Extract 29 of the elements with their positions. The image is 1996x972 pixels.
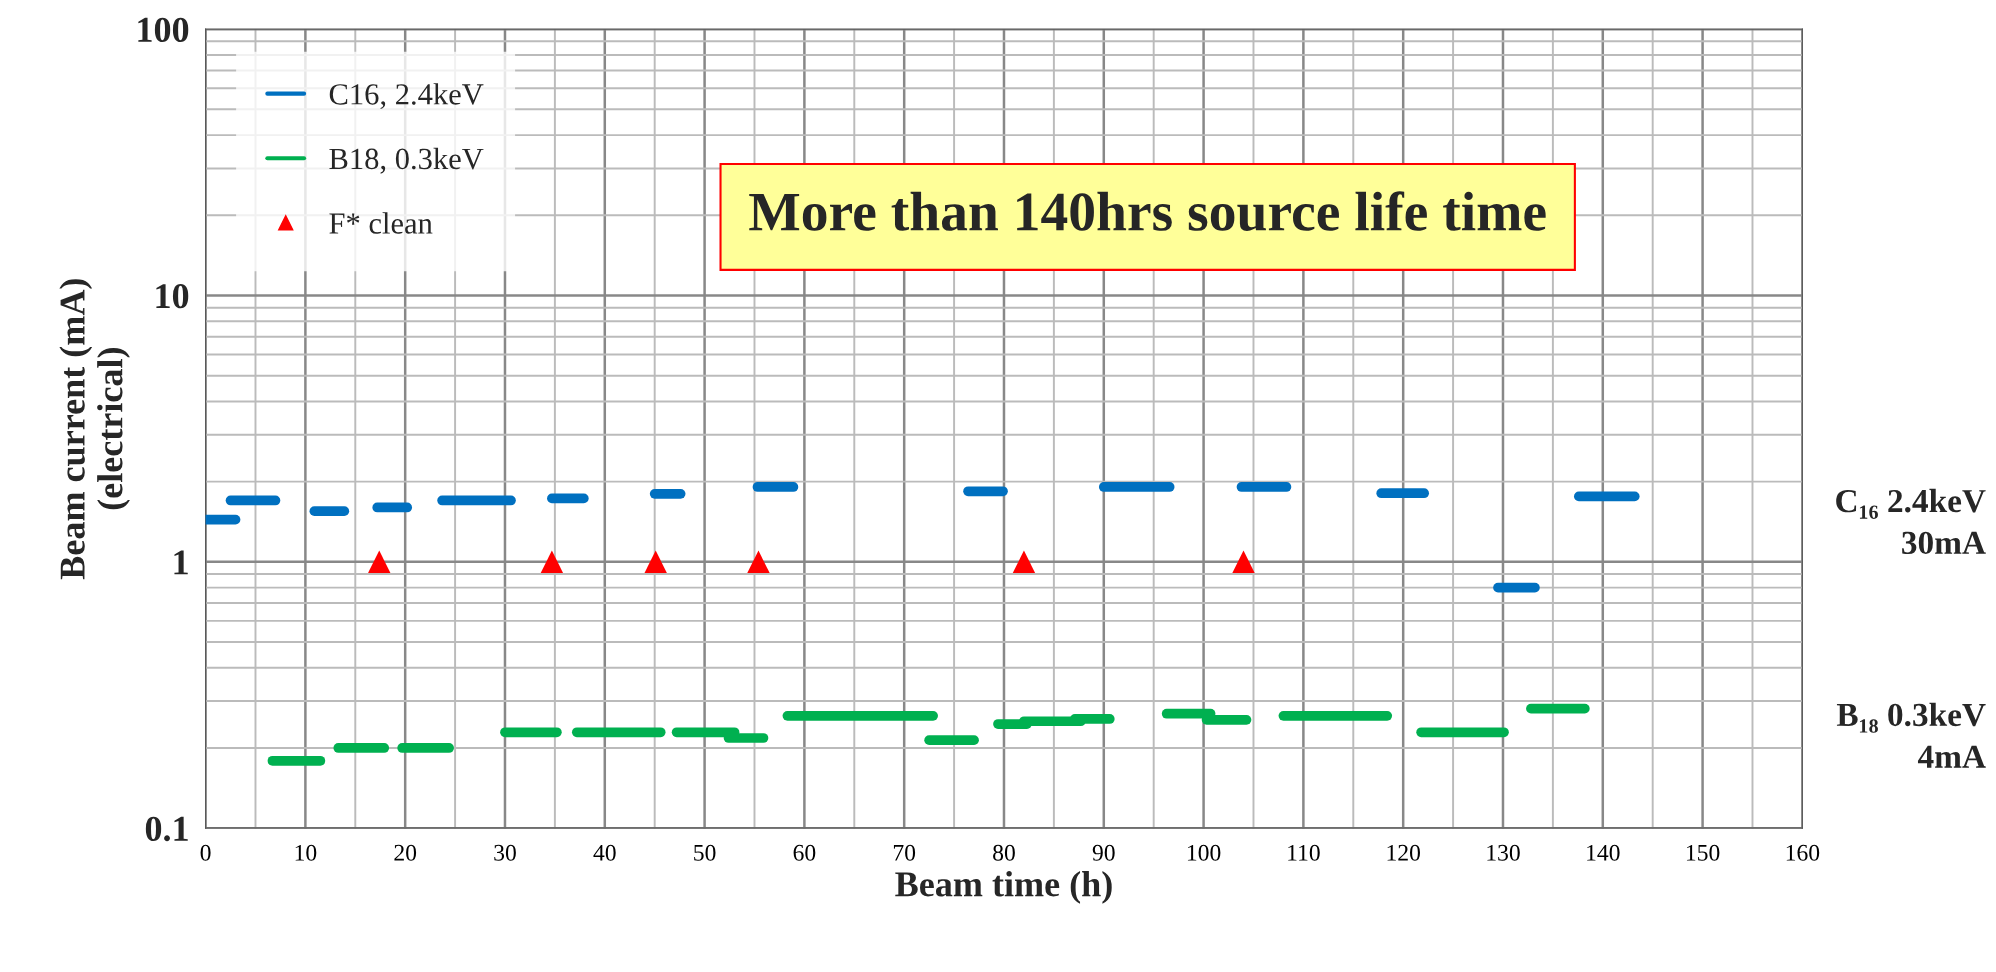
x-tick-label: 130 xyxy=(1487,844,1520,861)
y-tick-label: 1 xyxy=(174,550,188,575)
y-axis-title: Beam current (mA) (electrical) xyxy=(59,279,130,580)
x-tick-label: 40 xyxy=(593,844,616,861)
x-tick-label: 90 xyxy=(1092,844,1115,861)
x-tick-label: 150 xyxy=(1686,844,1720,861)
annotation: More than 140hrs source life time xyxy=(749,191,1546,231)
text: B₁₈ 0.3keV 4mA xyxy=(1836,702,1986,768)
x-tick-label: 70 xyxy=(893,844,916,861)
x-tick-label: 100 xyxy=(1187,844,1221,861)
legend-label: F* clean xyxy=(329,212,433,234)
legend-label: B18, 0.3keV xyxy=(329,147,484,174)
x-tick-label: 10 xyxy=(295,844,317,861)
x-tick-label: 50 xyxy=(694,844,716,861)
x-axis-title: Beam time (h) xyxy=(895,871,1112,904)
legend-label: C16, 2.4keV xyxy=(329,83,484,110)
text: C₁₆ 2.4keV 30mA xyxy=(1836,488,1986,555)
x-tick-label: 30 xyxy=(494,844,516,861)
x-tick-label: 0 xyxy=(200,844,211,861)
y-tick-label: 0.1 xyxy=(145,816,188,842)
y-tick-label: 10 xyxy=(156,284,189,309)
y-tick-label: 100 xyxy=(138,17,189,43)
x-tick-label: 80 xyxy=(993,844,1015,861)
x-tick-label: 110 xyxy=(1288,844,1320,861)
x-tick-label: 60 xyxy=(793,844,816,861)
x-tick-label: 120 xyxy=(1387,844,1420,861)
x-tick-label: 160 xyxy=(1786,844,1820,861)
x-tick-label: 140 xyxy=(1587,844,1620,861)
x-tick-label: 20 xyxy=(394,844,417,861)
